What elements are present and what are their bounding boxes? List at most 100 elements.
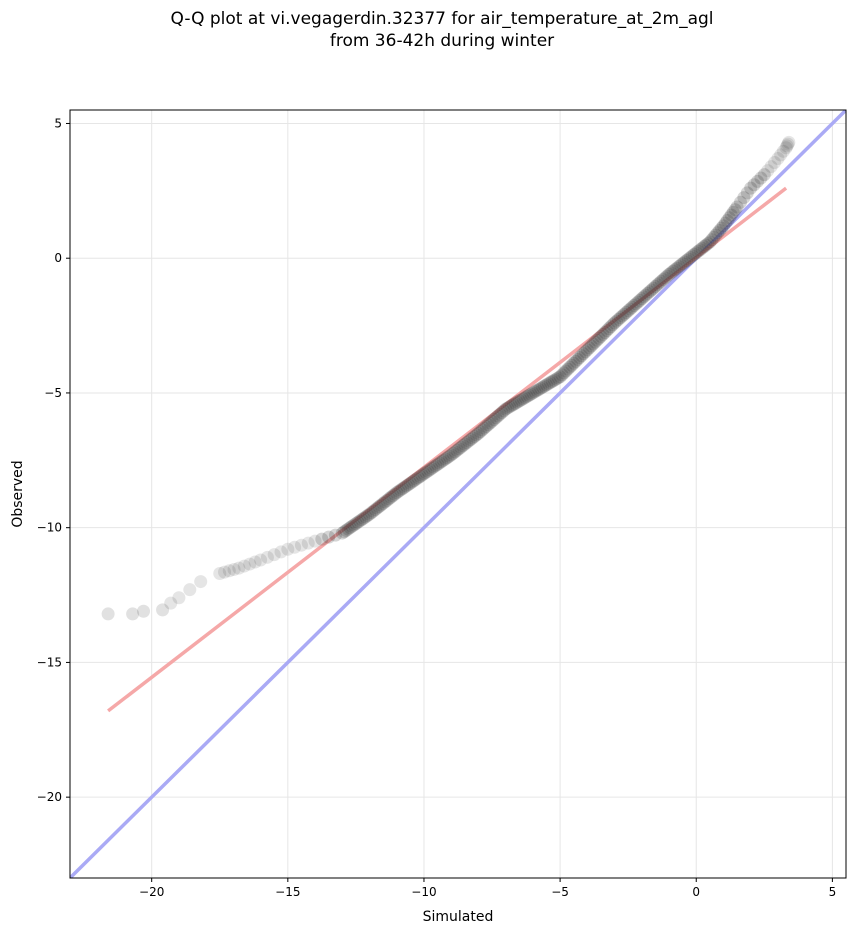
quantile-point [493,407,507,421]
quantile-point [584,339,598,353]
quantile-point [227,562,241,576]
quantile-point [501,401,515,415]
quantile-point [347,518,361,532]
quantile-point [747,178,761,192]
quantile-point [401,478,415,492]
identity-line [70,110,846,878]
quantile-point [473,425,487,439]
x-tick-label: −20 [139,885,164,899]
quantile-point [464,433,478,447]
quantile-point [495,406,509,420]
quantile-point [633,293,647,307]
quantile-point [724,208,738,222]
x-axis-label: Simulated [423,909,494,925]
quantile-point [530,384,544,398]
x-tick-label: −15 [275,885,300,899]
quantile-point [469,428,483,442]
quantile-point [471,426,485,440]
quantile-point [483,416,497,430]
quantile-point [516,392,530,406]
quantile-point [466,431,480,445]
quantile-point [409,472,423,486]
quantile-point [646,281,660,295]
quantile-point [541,377,555,391]
quantile-point [703,235,717,249]
quantile-point [440,451,454,465]
quantile-point [468,429,482,443]
quantile-point [322,530,336,544]
y-axis-label: Observed [10,460,26,527]
quantile-point [565,358,579,372]
quantile-point [434,455,448,469]
quantile-point [588,335,602,349]
quantile-point [218,565,232,579]
quantile-point [396,482,410,496]
quantile-point [590,333,604,347]
quantile-point [394,483,408,497]
quantile-point [652,276,666,290]
quantile-point [629,297,643,311]
quantile-point [574,349,588,363]
quantile-point [567,356,581,370]
quantile-point [378,495,392,509]
quantile-point [764,160,778,174]
quantile-point [431,457,445,471]
quantile-point [489,411,503,425]
quantile-point [774,148,788,162]
quantile-point [485,414,499,428]
quantile-point [172,591,186,605]
quantile-point [294,538,308,552]
quantile-point [339,523,353,537]
quantile-point [436,453,450,467]
quantile-point [413,469,427,483]
quantile-point [693,243,707,257]
quantile-point [260,550,274,564]
quantile-point [528,385,542,399]
quantile-point [608,316,622,330]
quantile-point [561,362,575,376]
quantile-point [411,471,425,485]
quantile-point [656,273,670,287]
quantile-point [674,258,688,272]
quantile-point [351,515,365,529]
quantile-point [448,445,462,459]
quantile-point [771,152,785,166]
quantile-point [363,507,377,521]
quantile-point [761,164,775,178]
quantile-point [722,211,736,225]
quantile-point [557,366,571,380]
quantile-point [538,379,552,393]
quantile-point [248,555,262,569]
quantile-point [718,216,732,230]
quantile-point [405,475,419,489]
quantile-point [526,386,540,400]
quantile-point [364,506,378,520]
quantile-point [479,419,493,433]
quantile-point [569,354,583,368]
quantile-point [518,391,532,405]
chart-title: Q-Q plot at vi.vegagerdin.32377 for air_… [0,8,854,52]
quantile-point [580,343,594,357]
quantile-point [341,522,355,536]
quantile-point [733,195,747,209]
quantile-point [619,305,633,319]
quantile-point [740,186,754,200]
title-line-2: from 36-42h during winter [329,31,555,51]
quantile-point [720,213,734,227]
x-tick-label: −10 [411,885,436,899]
quantile-point [573,351,587,365]
quantile-point [613,311,627,325]
quantile-point [361,509,375,523]
quantile-point [716,219,730,233]
y-tick-label: 5 [54,116,62,130]
quantile-point [429,459,443,473]
quantile-point [372,500,386,514]
quantile-point [711,226,725,240]
quantile-point [382,492,396,506]
quantile-point [555,368,569,382]
quantile-point [689,246,703,260]
quantile-point [672,260,686,274]
quantile-point [213,566,227,580]
quantile-point [553,370,567,384]
quantile-points [101,135,796,621]
